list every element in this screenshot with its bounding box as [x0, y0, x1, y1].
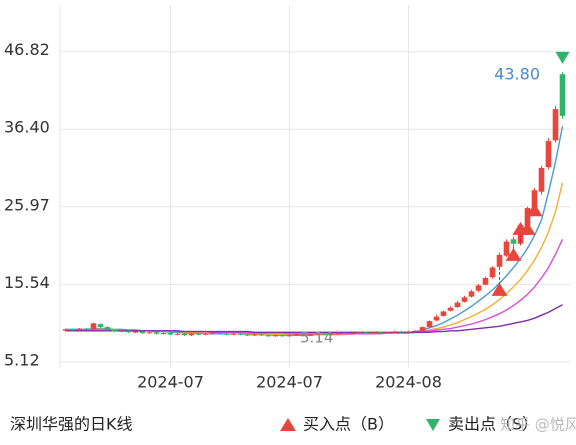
annotation: 43.80 — [494, 65, 540, 84]
candle-body — [377, 332, 384, 334]
candle-body — [482, 277, 489, 285]
x-tick-label: 2024-07 — [137, 373, 204, 392]
candle-body — [195, 333, 202, 335]
candle-body — [139, 331, 146, 334]
ma-line — [65, 126, 564, 336]
x-tick-label: 2024-07 — [256, 373, 323, 392]
legend-marker — [426, 419, 440, 431]
candle-body — [216, 333, 223, 335]
candle-body — [202, 333, 209, 335]
buy-marker — [519, 221, 536, 235]
candle-body — [300, 334, 307, 336]
candle-body — [433, 316, 440, 321]
legend-marker — [280, 418, 296, 431]
candle-body — [545, 141, 552, 168]
candle-body — [342, 333, 349, 335]
candle-body — [447, 307, 454, 311]
candle-body — [314, 333, 321, 335]
candle-body — [279, 335, 286, 337]
candle-body — [531, 190, 538, 208]
candle-body — [391, 331, 398, 333]
candle-body — [97, 324, 104, 328]
buy-marker — [526, 203, 543, 217]
candle-body — [104, 327, 111, 331]
candle-body — [209, 333, 216, 335]
candle-body — [524, 208, 531, 226]
candle-body — [412, 330, 419, 332]
candle-body — [335, 333, 342, 335]
legend-label: 买入点（B） — [303, 415, 394, 434]
candle-body — [223, 333, 230, 335]
candle-body — [496, 254, 503, 267]
candle-body — [370, 332, 377, 334]
candle-body — [62, 329, 69, 331]
candle-body — [419, 327, 426, 331]
legend-label: 卖出点（S） — [448, 415, 538, 434]
candle-body — [181, 333, 188, 336]
candle-body — [118, 330, 125, 332]
candle-body — [237, 333, 244, 335]
candle-body — [146, 332, 153, 334]
candle-body — [69, 329, 76, 331]
candle-body — [426, 321, 433, 328]
ma-line — [65, 304, 563, 333]
ma-line — [65, 182, 564, 336]
buy-marker — [491, 282, 508, 296]
annotation: 5.14 — [300, 329, 333, 347]
candle-body — [461, 297, 468, 302]
candle-body — [328, 333, 335, 335]
candle-body — [244, 334, 251, 336]
candle-body — [111, 330, 118, 332]
candle-body — [174, 333, 181, 335]
candle-body — [76, 328, 83, 331]
candle-body — [272, 335, 279, 337]
candle-body — [475, 285, 482, 291]
candle-body — [125, 330, 132, 333]
sell-marker — [555, 51, 570, 64]
candle-body — [489, 267, 496, 278]
candle-body — [167, 333, 174, 335]
x-tick-label: 2024-08 — [375, 373, 442, 392]
y-tick-label: 25.97 — [4, 195, 50, 214]
candle-body — [307, 334, 314, 336]
y-tick-label: 15.54 — [4, 273, 50, 292]
candle-body — [510, 239, 517, 244]
candle-body — [440, 311, 447, 316]
candle-body — [454, 302, 461, 308]
candle-body — [83, 328, 90, 330]
candle-body — [265, 335, 272, 337]
y-tick-label: 36.40 — [4, 118, 50, 137]
chart-title: 深圳华强的日K线 — [10, 415, 133, 434]
candle-body — [356, 332, 363, 334]
y-tick-label: 46.82 — [4, 40, 50, 59]
candle-body — [286, 335, 293, 337]
candle-body — [405, 331, 412, 333]
candle-body — [293, 334, 300, 336]
candle-body — [230, 333, 237, 335]
candle-body — [349, 333, 356, 335]
candle-body — [160, 333, 167, 335]
candle-body — [398, 331, 405, 333]
candle-body — [153, 332, 160, 334]
watermark: 知乎 @悦风 — [500, 416, 576, 434]
candle-body — [321, 333, 328, 335]
candle-body — [552, 109, 559, 141]
candle-body — [559, 74, 566, 116]
candle-body — [538, 167, 545, 192]
candle-body — [384, 332, 391, 334]
candle-body — [132, 331, 139, 333]
candle-body — [251, 334, 258, 336]
candle-body — [503, 241, 510, 256]
y-tick-label: 5.12 — [4, 350, 40, 369]
candle-body — [468, 291, 475, 297]
candle-body — [188, 333, 195, 336]
candle-body — [90, 323, 97, 330]
candle-body — [258, 334, 265, 336]
candle-body — [363, 332, 370, 334]
ma-line — [65, 239, 564, 335]
buy-marker — [505, 247, 522, 261]
